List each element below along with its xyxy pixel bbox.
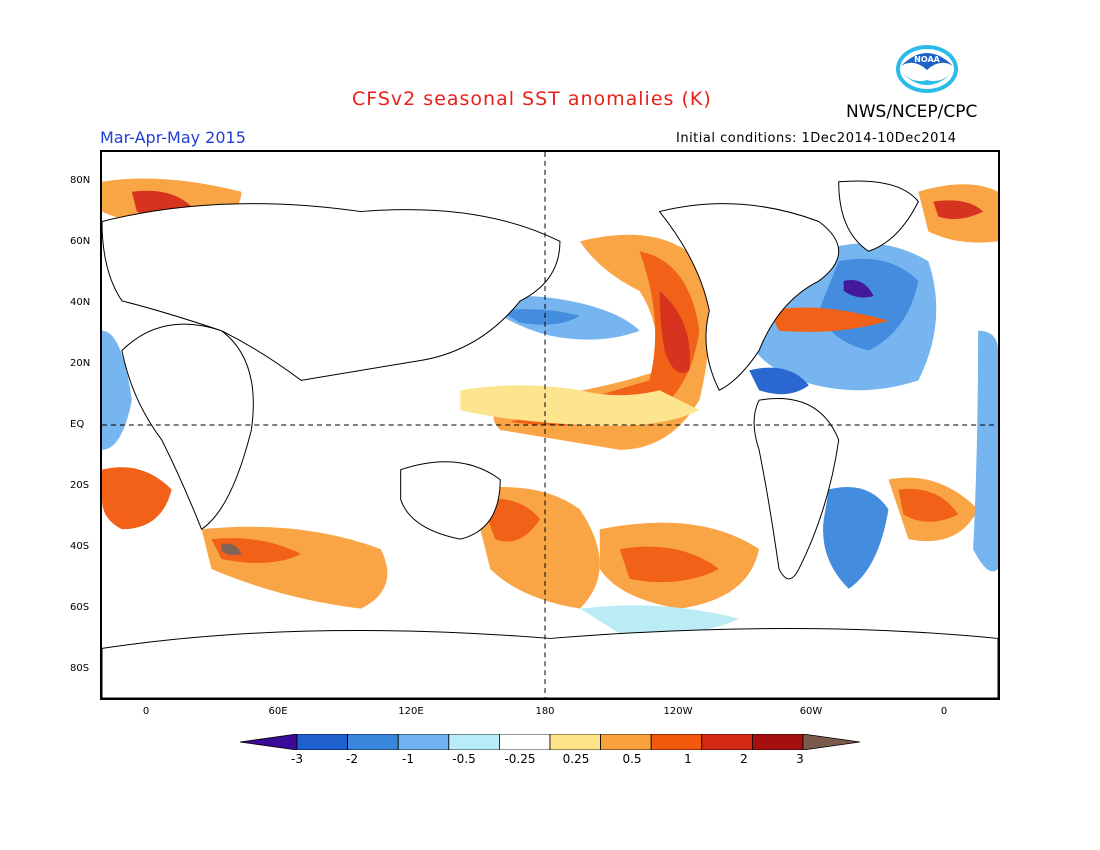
lon-label: 0 xyxy=(940,706,948,717)
colorbar-segment xyxy=(347,734,399,750)
lat-label: 20N xyxy=(70,358,91,369)
colorbar-tick: -3 xyxy=(291,752,303,766)
colorbar-low-arrow xyxy=(240,734,298,750)
lon-label: 60W xyxy=(799,706,823,717)
anomaly-field xyxy=(102,178,998,635)
colorbar-segment xyxy=(498,734,551,750)
sst-anomaly-map xyxy=(100,150,1000,700)
lat-label: 80S xyxy=(70,663,90,674)
lat-label: 20S xyxy=(70,480,90,491)
colorbar-segment xyxy=(650,734,703,750)
season-label: Mar-Apr-May 2015 xyxy=(100,128,246,147)
colorbar-high-arrow xyxy=(802,734,860,750)
colorbar xyxy=(240,734,860,750)
noaa-logo-icon: NOAA xyxy=(896,45,958,93)
lat-label: EQ xyxy=(70,419,85,430)
initial-conditions-label: Initial conditions: 1Dec2014-10Dec2014 xyxy=(676,131,957,146)
colorbar-segment xyxy=(296,734,348,750)
colorbar-tick: -0.5 xyxy=(452,752,476,766)
map-canvas xyxy=(102,152,998,698)
colorbar-tick: 3 xyxy=(796,752,804,766)
land-outlines xyxy=(102,180,998,698)
lat-label: 40N xyxy=(70,297,91,308)
colorbar-tick: -0.25 xyxy=(504,752,536,766)
lat-label: 80N xyxy=(70,175,91,186)
lon-label: 60E xyxy=(268,706,288,717)
colorbar-segment xyxy=(448,734,500,750)
colorbar-segment xyxy=(549,734,601,750)
lat-label: 40S xyxy=(70,541,90,552)
lon-label: 120E xyxy=(398,706,424,717)
colorbar-tick: 0.5 xyxy=(622,752,642,766)
colorbar-segment xyxy=(701,734,753,750)
colorbar-segment xyxy=(600,734,652,750)
colorbar-tick: 1 xyxy=(684,752,692,766)
colorbar-tick: 0.25 xyxy=(562,752,590,766)
agency-label: NWS/NCEP/CPC xyxy=(846,102,978,122)
colorbar-tick: 2 xyxy=(740,752,748,766)
noaa-logo-text: NOAA xyxy=(914,55,940,64)
lon-label: 0 xyxy=(142,706,150,717)
lat-label: 60S xyxy=(70,602,90,613)
lon-label: 120W xyxy=(663,706,693,717)
lat-label: 60N xyxy=(70,236,91,247)
colorbar-segment xyxy=(752,734,804,750)
colorbar-tick: -2 xyxy=(346,752,358,766)
colorbar-tick: -1 xyxy=(402,752,414,766)
map-title: CFSv2 seasonal SST anomalies (K) xyxy=(352,88,712,110)
lon-label: 180 xyxy=(535,706,555,717)
colorbar-segment xyxy=(397,734,450,750)
